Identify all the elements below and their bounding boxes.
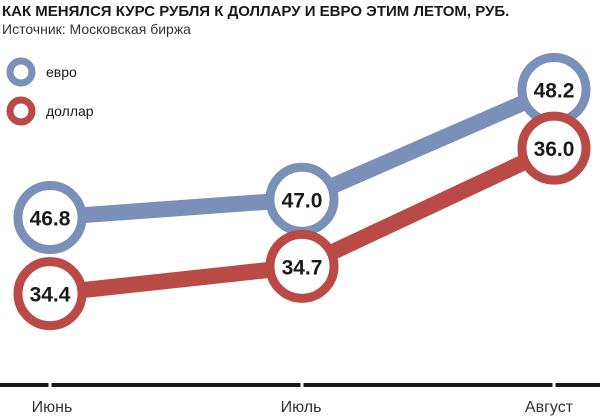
data-point: 36.0	[517, 111, 591, 185]
data-point-marker	[265, 229, 339, 303]
legend-item-euro: евро	[6, 57, 77, 87]
data-point: 34.4	[13, 257, 87, 331]
x-axis: Июнь Июль Август	[0, 381, 600, 416]
data-label: 48.2	[534, 79, 575, 102]
data-point-marker	[517, 111, 591, 185]
data-point: 34.7	[265, 229, 339, 303]
data-label: 34.7	[282, 256, 323, 279]
legend-marker	[6, 57, 36, 87]
data-point: 47.0	[265, 162, 339, 236]
chart-title: КАК МЕНЯЛСЯ КУРС РУБЛЯ К ДОЛЛАРУ И ЕВРО …	[2, 3, 509, 20]
data-point: 48.2	[517, 52, 591, 126]
data-label: 34.4	[30, 284, 71, 307]
series-euro: 46.8 47.0 48.2	[13, 52, 591, 255]
legend-item-dollar: доллар	[6, 96, 94, 126]
legend-marker	[6, 96, 36, 126]
legend-label: доллар	[46, 103, 94, 119]
data-label: 36.0	[534, 138, 575, 161]
data-label: 46.8	[30, 208, 71, 231]
data-point: 46.8	[13, 181, 87, 255]
x-tick-label: Июль	[281, 399, 322, 416]
x-axis-tick-gap	[48, 381, 52, 389]
legend-label: евро	[46, 64, 77, 80]
chart-subtitle: Источник: Московская биржа	[2, 21, 191, 37]
x-tick-label: Август	[525, 399, 574, 416]
data-label: 47.0	[282, 189, 323, 212]
data-point-marker	[13, 181, 87, 255]
legend: евро доллар	[6, 57, 94, 126]
x-axis-tick-gap	[552, 381, 556, 389]
x-axis-tick-gap	[300, 381, 304, 389]
series-layer: 46.8 47.0 48.2 34.4 34.7 36.0	[13, 52, 591, 331]
data-point-marker	[13, 257, 87, 331]
x-tick-label: Июнь	[32, 399, 73, 416]
series-dollar: 34.4 34.7 36.0	[13, 111, 591, 331]
